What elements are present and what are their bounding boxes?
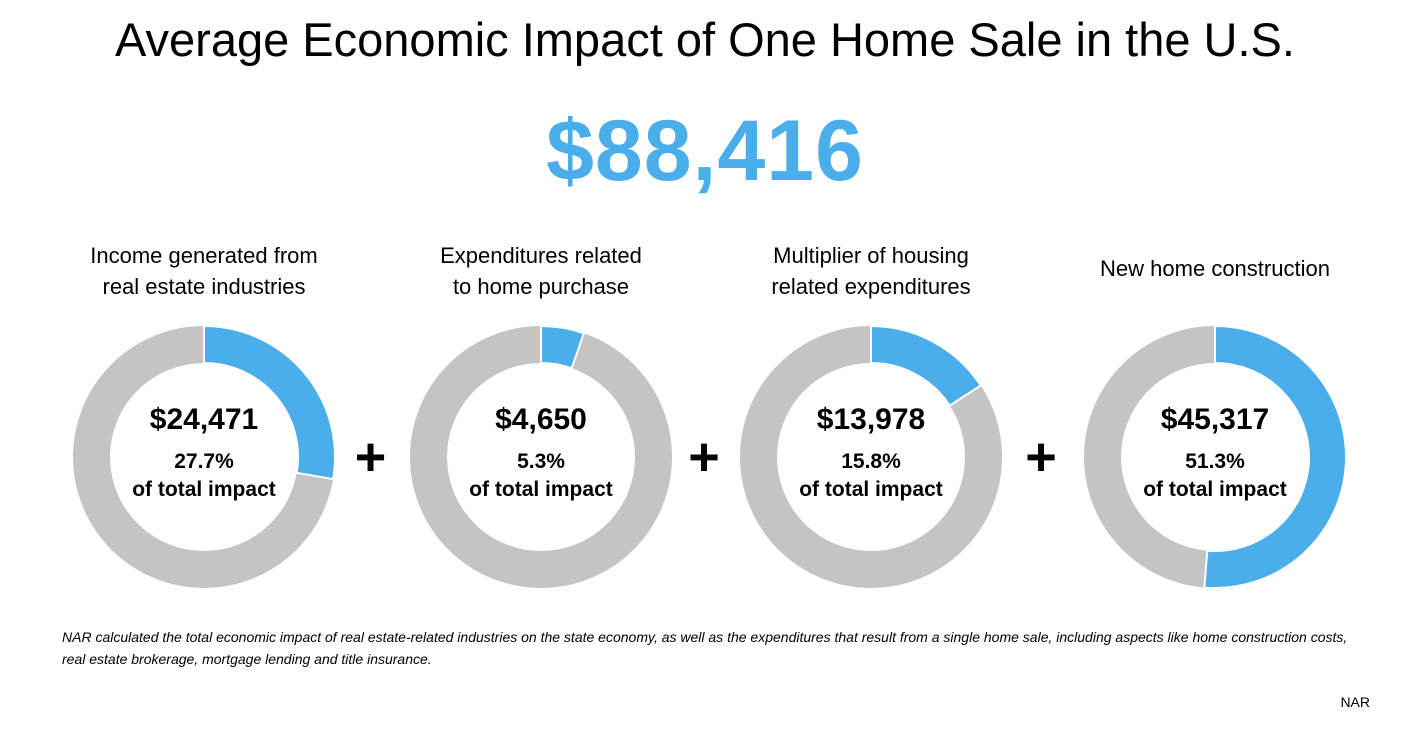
donut-center-percent: 27.7% [174, 450, 234, 473]
donut-center-percent: 51.3% [1185, 450, 1245, 473]
donut-center-suffix: of total impact [469, 478, 613, 501]
plus-operator: + [688, 427, 720, 487]
donut-label-4: New home construction [1065, 253, 1365, 284]
plus-operator: + [354, 427, 387, 487]
donut-label-1: Income generated from real estate industr… [54, 240, 354, 302]
donut-label-line: real estate industries [102, 274, 306, 299]
donut-center-percent: 15.8% [841, 450, 901, 473]
donut-slice-2 [540, 324, 586, 370]
donut-center-value: $24,471 [149, 403, 259, 436]
footnote: NAR calculated the total economic impact… [62, 629, 1348, 667]
donut-label-line: Income generated from [90, 243, 318, 268]
donut-label-line: to home purchase [452, 274, 630, 299]
plus-operator: + [1025, 427, 1057, 487]
source-label: NAR [1340, 694, 1370, 710]
donut-center-value: $13,978 [816, 403, 926, 436]
total-impact-value: $88,416 [546, 103, 864, 199]
chart-title: Average Economic Impact of One Home Sale… [115, 13, 1295, 66]
donut-label-3: Multiplier of housing related expenditure… [721, 240, 1021, 302]
donut-center-value: $4,650 [495, 403, 587, 436]
donut-center-suffix: of total impact [799, 478, 943, 501]
donut-label-line: related expenditures [771, 274, 971, 299]
donut-label-2: Expenditures related to home purchase [391, 240, 691, 302]
donut-center-value: $45,317 [1160, 403, 1270, 436]
donut-slice-3 [870, 324, 983, 408]
donut-center-suffix: of total impact [1143, 478, 1287, 501]
donut-label-line: Expenditures related [440, 243, 642, 268]
donut-label-line: New home construction [1100, 256, 1330, 281]
donut-label-line: Multiplier of housing [773, 243, 969, 268]
donut-center-suffix: of total impact [132, 478, 276, 501]
donut-center-percent: 5.3% [517, 450, 565, 473]
